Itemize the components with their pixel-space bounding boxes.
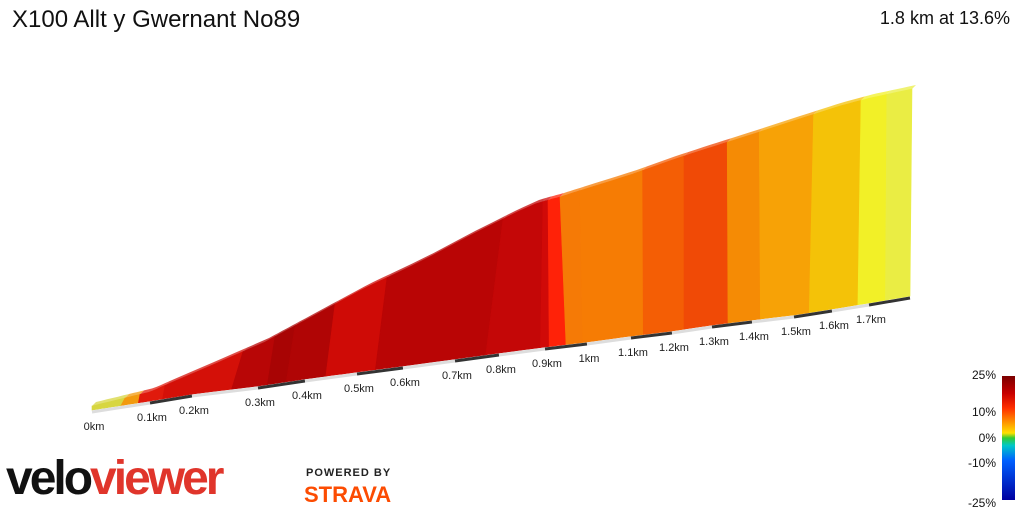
- axis-band-17: [868, 296, 911, 307]
- axis-band-11: [630, 331, 673, 340]
- legend-label-minus25: -25%: [967, 496, 996, 510]
- profile-rim-9: [503, 197, 547, 219]
- profile-rim-14: [642, 152, 688, 171]
- profile-rim-8: [387, 215, 507, 278]
- profile-segment-16: [726, 131, 761, 324]
- axis-band-4: [304, 372, 358, 383]
- profile-rim-19: [861, 90, 891, 101]
- profile-rim-1: [125, 390, 144, 398]
- strava-logo: STRAVA: [304, 482, 392, 507]
- profile-segment-8: [375, 218, 504, 370]
- x-tick-label-14: 1.4km: [739, 331, 769, 343]
- climb-summary: 1.8 km at 13.6%: [879, 8, 1010, 28]
- profile-segment-13: [579, 170, 644, 343]
- profile-segment-17: [758, 113, 814, 320]
- legend-label-0: 0%: [978, 431, 996, 445]
- x-tick-label-8: 0.8km: [486, 364, 516, 376]
- axis-band-12: [671, 325, 713, 335]
- x-tick-label-6: 0.6km: [390, 377, 420, 389]
- x-tick-label-11: 1.1km: [618, 347, 648, 359]
- axis-band-5: [356, 366, 404, 376]
- legend-label-25: 25%: [971, 368, 996, 382]
- x-tick-label-1: 0.1km: [137, 412, 167, 424]
- page-title: X100 Allt y Gwernant No89: [12, 6, 301, 33]
- profile-segment-14: [642, 155, 685, 335]
- x-tick-label-3: 0.3km: [245, 397, 275, 409]
- profile-rim-5: [275, 321, 299, 337]
- x-tick-label-16: 1.6km: [819, 320, 849, 332]
- profile-rim-2: [140, 381, 169, 395]
- legend-label-minus10: -10%: [967, 456, 996, 470]
- profile-segment-18: [808, 100, 862, 313]
- veloviewer-logo: veloviewer: [6, 452, 224, 505]
- profile-segment-19: [857, 94, 888, 306]
- profile-rim-0: [92, 394, 129, 406]
- x-tick-label-2: 0.2km: [179, 405, 209, 417]
- powered-by-label: POWERED BY: [306, 467, 392, 479]
- axis-band-8: [498, 347, 546, 357]
- profile-segment-20: [885, 88, 913, 301]
- axis-band-9: [544, 342, 588, 351]
- x-tick-label-0: 0km: [84, 421, 105, 433]
- x-tick-label-13: 1.3km: [699, 336, 729, 348]
- axis-band-6: [402, 359, 456, 370]
- axis-band-16: [831, 303, 870, 313]
- profile-rim-16: [727, 128, 764, 143]
- x-tick-label-17: 1.7km: [856, 314, 886, 326]
- profile-rim-12: [560, 186, 584, 197]
- x-tick-label-7: 0.7km: [442, 370, 472, 382]
- axis-band-1: [149, 394, 193, 405]
- x-tick-label-4: 0.4km: [292, 390, 322, 402]
- profile-rim-15: [684, 138, 732, 157]
- x-tick-label-15: 1.5km: [781, 326, 811, 338]
- profile-rim-13: [580, 166, 647, 191]
- x-tick-label-10: 1km: [579, 353, 600, 365]
- axis-band-13: [711, 320, 753, 329]
- profile-rim-7: [335, 273, 391, 305]
- x-tick-label-5: 0.5km: [344, 383, 374, 395]
- profile-rim-4: [243, 332, 279, 352]
- x-tick-label-12: 1.2km: [659, 342, 689, 354]
- profile-rim-17: [759, 110, 818, 132]
- profile-rim-18: [813, 96, 865, 115]
- profile-rim-6: [295, 300, 339, 326]
- profile-rim-20: [886, 85, 916, 95]
- axis-band-14: [751, 315, 795, 324]
- profile-rim-11: [548, 193, 564, 201]
- axis-band-2: [191, 386, 259, 398]
- legend-label-10: 10%: [971, 405, 996, 419]
- axis-band-3: [257, 379, 306, 390]
- x-tick-label-9: 0.9km: [532, 358, 562, 370]
- logo-viewer: viewer: [90, 452, 224, 505]
- axis-band-7: [454, 353, 500, 363]
- axis-band-10: [586, 336, 632, 346]
- axis-band-15: [793, 309, 833, 319]
- logo-velo: velo: [6, 452, 93, 505]
- profile-segment-15: [683, 141, 729, 330]
- gradient-legend-bar: [1002, 376, 1015, 500]
- profile-rim-10: [543, 196, 552, 202]
- axis-band-0: [91, 401, 151, 414]
- profile-rim-3: [165, 347, 247, 386]
